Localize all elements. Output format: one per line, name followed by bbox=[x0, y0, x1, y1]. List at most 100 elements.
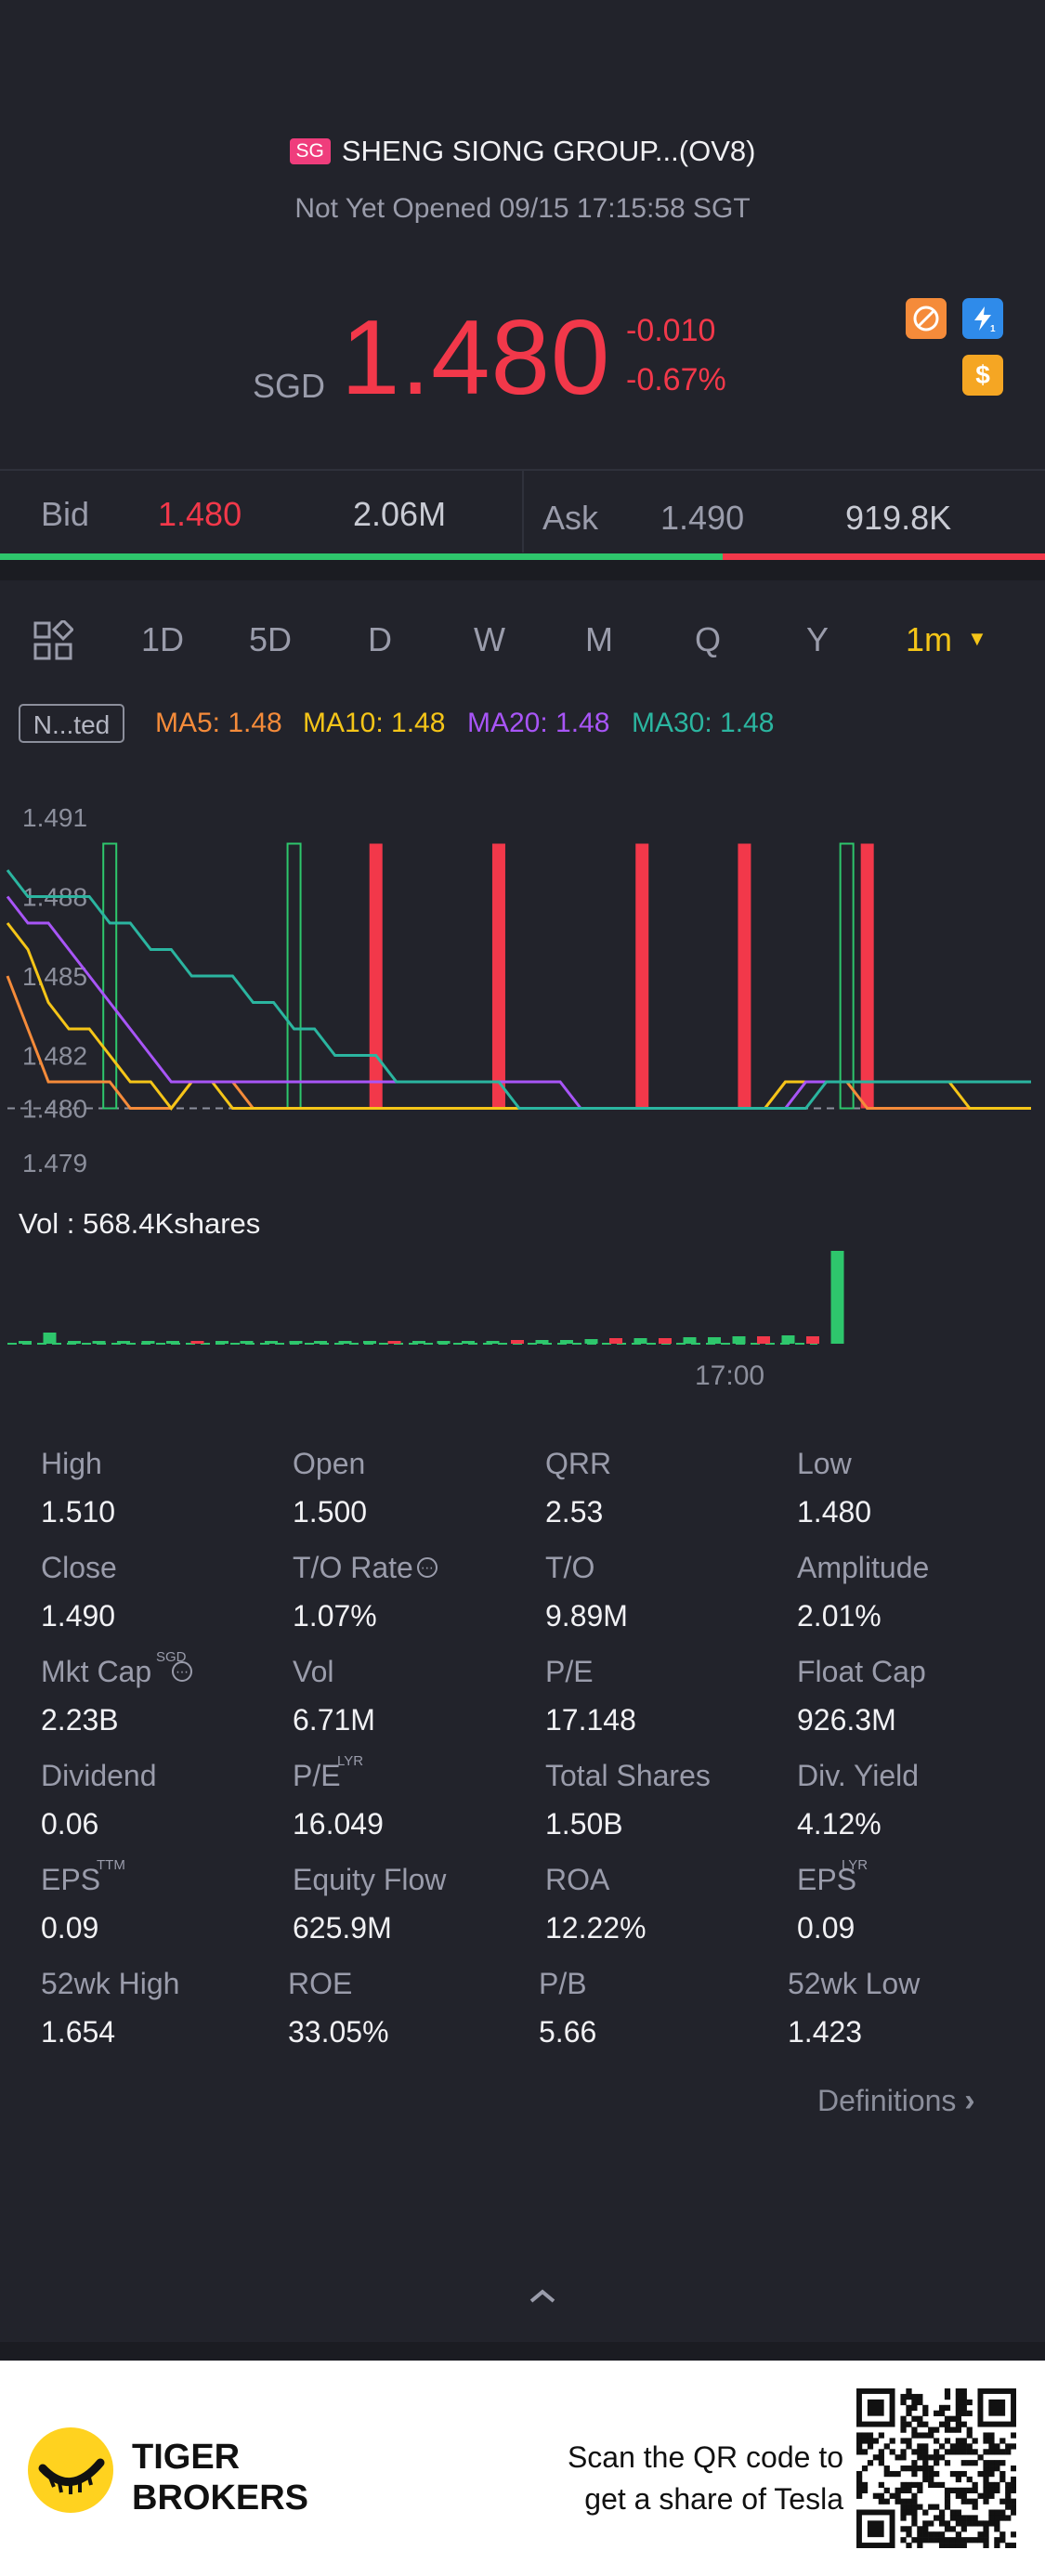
chevron-down-icon: ▼ bbox=[967, 627, 987, 650]
volume-bar bbox=[830, 1251, 844, 1344]
stat-value: 5.66 bbox=[539, 2015, 597, 2049]
promo-footer: TIGER BROKERS Scan the QR code to get a … bbox=[0, 2361, 1045, 2576]
promo-text: Scan the QR code to get a share of Tesla bbox=[520, 2437, 843, 2520]
candle-down bbox=[369, 843, 383, 1109]
stat-label: Float Cap bbox=[797, 1655, 926, 1688]
volume-bar bbox=[781, 1335, 795, 1344]
tab-q[interactable]: Q bbox=[695, 620, 722, 658]
y-tick-label: 1.479 bbox=[22, 1149, 87, 1177]
stat-value: 12.22% bbox=[545, 1911, 647, 1945]
bid-label: Bid bbox=[41, 495, 90, 533]
layout-grid-icon[interactable] bbox=[33, 618, 75, 666]
brand-line1: TIGER bbox=[132, 2438, 241, 2477]
candle-down bbox=[635, 843, 649, 1109]
volume-bar bbox=[634, 1338, 647, 1344]
definitions-label: Definitions bbox=[817, 2084, 957, 2117]
stat-value: 1.480 bbox=[797, 1495, 872, 1529]
stat-superscript: SGD bbox=[156, 1649, 187, 1665]
stat-label: High bbox=[41, 1447, 102, 1480]
stat-label: Dividend bbox=[41, 1759, 157, 1792]
stat-value: 16.049 bbox=[293, 1807, 384, 1841]
indicator-badge[interactable]: N...ted bbox=[19, 704, 124, 743]
svg-text:1: 1 bbox=[990, 324, 996, 333]
volume-bar bbox=[708, 1337, 721, 1344]
stat-value: 1.423 bbox=[788, 2015, 863, 2049]
volume-bar bbox=[92, 1341, 106, 1344]
volume-bar bbox=[535, 1340, 549, 1344]
volume-bar bbox=[240, 1341, 254, 1344]
stat-superscript: LYR bbox=[842, 1857, 869, 1873]
volume-bar bbox=[190, 1341, 204, 1344]
stat-label: QRR bbox=[545, 1447, 612, 1480]
dollar-icon[interactable]: $ bbox=[962, 355, 1003, 396]
bid-size: 2.06M bbox=[353, 495, 447, 533]
ask-size: 919.8K bbox=[845, 499, 952, 537]
stat-label: ROE bbox=[288, 1967, 353, 2000]
tiger-logo-icon bbox=[26, 2426, 115, 2519]
volume-bar bbox=[511, 1340, 524, 1344]
lightning-level1-icon[interactable]: 1 bbox=[962, 298, 1003, 339]
tab-1m-label: 1m bbox=[906, 620, 953, 658]
stat-label: Div. Yield bbox=[797, 1759, 920, 1792]
ma5-value: MA5: 1.48 bbox=[155, 708, 282, 738]
series-ma30 bbox=[6, 869, 1031, 1110]
ask-label: Ask bbox=[542, 499, 599, 537]
y-tick-label: 1.485 bbox=[22, 962, 87, 991]
volume-bar bbox=[19, 1341, 32, 1344]
stat-superscript: TTM bbox=[97, 1857, 125, 1873]
volume-bar bbox=[338, 1341, 352, 1344]
promo-line1: Scan the QR code to bbox=[567, 2440, 843, 2474]
volume-bar bbox=[806, 1336, 819, 1344]
stat-value: 6.71M bbox=[293, 1703, 375, 1737]
ma30-value: MA30: 1.48 bbox=[632, 708, 775, 738]
tab-1m[interactable]: 1m ▼ bbox=[906, 620, 987, 659]
stat-label: Mkt Cap ⋯ bbox=[41, 1655, 193, 1689]
stat-label: 52wk Low bbox=[788, 1967, 921, 2000]
time-axis-tick: 17:00 bbox=[695, 1360, 765, 1391]
volume-bar bbox=[117, 1341, 130, 1344]
tab-y[interactable]: Y bbox=[806, 620, 829, 658]
stat-label: T/O Rate ⋯ bbox=[293, 1551, 438, 1585]
volume-readout: Vol : 568.4Kshares bbox=[19, 1207, 260, 1241]
ma10-value: MA10: 1.48 bbox=[303, 708, 446, 738]
stat-label: EPS bbox=[797, 1863, 857, 1896]
qr-code bbox=[856, 2388, 1016, 2548]
stat-label: Low bbox=[797, 1447, 852, 1480]
chevron-up-icon[interactable] bbox=[526, 2286, 559, 2309]
stat-value: 1.490 bbox=[41, 1599, 116, 1633]
volume-bar bbox=[289, 1341, 303, 1344]
footer-strip bbox=[0, 2342, 1045, 2361]
no-short-icon[interactable] bbox=[906, 298, 947, 339]
stat-value: 2.23B bbox=[41, 1703, 119, 1737]
tab-5d[interactable]: 5D bbox=[249, 620, 293, 658]
info-icon[interactable]: ⋯ bbox=[172, 1661, 193, 1682]
volume-bar bbox=[584, 1339, 598, 1344]
stat-label: T/O bbox=[545, 1551, 595, 1584]
stat-label: P/B bbox=[539, 1967, 587, 2000]
brand-line2: BROKERS bbox=[132, 2478, 309, 2517]
candle-up bbox=[839, 842, 855, 1110]
volume-bar bbox=[141, 1341, 155, 1344]
definitions-link[interactable]: Definitions › bbox=[817, 2083, 975, 2119]
volume-bar bbox=[363, 1341, 376, 1344]
stat-value: 17.148 bbox=[545, 1703, 636, 1737]
promo-line2: get a share of Tesla bbox=[584, 2482, 843, 2516]
info-icon[interactable]: ⋯ bbox=[416, 1557, 438, 1578]
stat-label: Total Shares bbox=[545, 1759, 711, 1792]
stat-label: ROA bbox=[545, 1863, 610, 1896]
price-change-pct: -0.67% bbox=[626, 362, 726, 397]
stat-label: EPS bbox=[41, 1863, 101, 1896]
stat-label: Amplitude bbox=[797, 1551, 930, 1584]
volume-bar bbox=[43, 1333, 57, 1344]
tab-m[interactable]: M bbox=[585, 620, 613, 658]
market-badge: SG bbox=[289, 138, 331, 164]
bid-price: 1.480 bbox=[158, 495, 242, 533]
tab-1d[interactable]: 1D bbox=[141, 620, 185, 658]
volume-bar bbox=[68, 1341, 81, 1344]
tab-d[interactable]: D bbox=[368, 620, 392, 658]
bid-ratio-bar bbox=[0, 553, 723, 560]
tab-w[interactable]: W bbox=[474, 620, 505, 658]
stat-label: 52wk High bbox=[41, 1967, 180, 2000]
stat-value: 9.89M bbox=[545, 1599, 628, 1633]
